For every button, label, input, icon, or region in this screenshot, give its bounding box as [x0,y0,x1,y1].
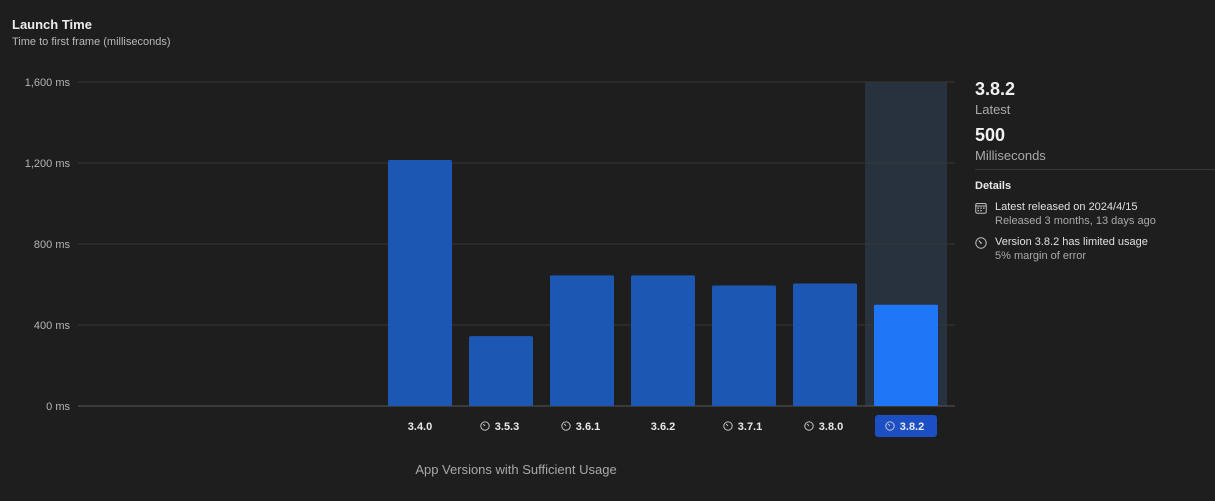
divider [975,169,1215,170]
x-tick-text: 3.6.1 [576,421,600,433]
x-tick-text: 3.6.2 [651,421,675,433]
gauge-needle [563,423,567,427]
bar-3-8-0[interactable] [793,283,857,406]
summary-panel: 3.8.2 Latest 500 Milliseconds Details La… [975,79,1215,262]
y-tick-label: 1,600 ms [25,77,71,89]
summary-version: 3.8.2 [975,79,1016,99]
detail-release-line2: Released 3 months, 13 days ago [995,215,1156,227]
bar-3-4-0[interactable] [388,159,452,406]
gauge-needle [806,423,810,427]
chart-header: Launch Time Time to first frame (millise… [12,17,171,48]
details-heading: Details [975,180,1012,192]
bar-3-8-2[interactable] [874,304,938,406]
gauge-needle [887,423,891,427]
summary-value-caption: Milliseconds [975,148,1046,163]
bar-3-5-3[interactable] [469,336,533,406]
calendar-icon [975,203,987,214]
y-tick-label: 1,200 ms [25,158,71,170]
detail-release: Latest released on 2024/4/15 Released 3 … [975,201,1215,227]
detail-usage-line2: 5% margin of error [995,250,1087,262]
x-tick-label-3-5-3[interactable]: 3.5.3 [480,421,519,433]
selected-label-bg [875,415,937,437]
y-tick-label: 0 ms [46,401,70,413]
y-tick-label: 400 ms [34,320,71,332]
chart-title: Launch Time [12,17,92,32]
y-tick-label: 800 ms [34,239,71,251]
summary-version-caption: Latest [975,102,1011,117]
bar-3-6-2[interactable] [631,275,695,406]
gauge-icon [885,421,895,431]
gauge-needle [482,423,486,427]
gauge-icon [480,421,490,431]
summary-value: 500 [975,125,1006,145]
x-tick-label-3-8-2[interactable]: 3.8.2 [875,415,937,437]
x-tick-label-3-8-0[interactable]: 3.8.0 [804,421,843,433]
x-tick-text: 3.4.0 [408,421,432,433]
x-tick-label-3-4-0[interactable]: 3.4.0 [408,421,432,433]
gauge-icon [975,237,987,249]
bar-3-7-1[interactable] [712,285,776,406]
x-tick-text: 3.7.1 [738,421,762,433]
x-tick-label-3-6-1[interactable]: 3.6.1 [561,421,600,433]
x-axis-title: App Versions with Sufficient Usage [415,462,617,477]
gauge-icon [561,421,571,431]
detail-usage-line1: Version 3.8.2 has limited usage [995,236,1148,248]
x-tick-text: 3.8.2 [900,421,924,433]
detail-usage: Version 3.8.2 has limited usage 5% margi… [975,236,1215,262]
gauge-icon [804,421,814,431]
bar-3-6-1[interactable] [550,275,614,406]
x-tick-label-3-6-2[interactable]: 3.6.2 [651,421,675,433]
gauge-needle [725,423,729,427]
detail-release-line1: Latest released on 2024/4/15 [995,201,1138,213]
x-tick-label-3-7-1[interactable]: 3.7.1 [723,421,762,433]
chart-subtitle: Time to first frame (milliseconds) [12,36,171,48]
gauge-icon [723,421,733,431]
x-tick-text: 3.5.3 [495,421,519,433]
x-tick-text: 3.8.0 [819,421,843,433]
